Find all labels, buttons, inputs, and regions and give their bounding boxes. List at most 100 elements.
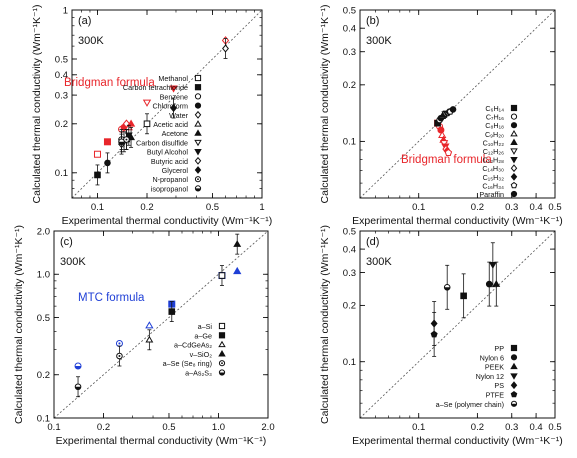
y-tick-label: 0.1 xyxy=(343,357,356,368)
y-axis-label: Calculated thermal conductivity (Wm⁻¹K⁻¹… xyxy=(13,225,25,424)
legend-marker xyxy=(194,74,202,82)
legend-marker xyxy=(510,391,518,398)
legend-label: a–Se (Se₈ ring) xyxy=(163,359,212,368)
legend-marker xyxy=(194,129,202,136)
plot-frame xyxy=(359,9,556,199)
legend-marker xyxy=(510,190,518,198)
x-tick-label: 0.5 xyxy=(548,422,561,433)
panel-c: 0.1 0.2 0.5 1.0 2.0 0.1 0.2 0.5 1.0 2.0 Experiment… xyxy=(13,225,275,447)
formula-point xyxy=(126,119,136,127)
legend-label: Acetic acid xyxy=(153,120,188,129)
legend-label: isopropanol xyxy=(151,184,189,193)
panel-label: (b) xyxy=(366,15,379,27)
data-point xyxy=(430,330,438,338)
y-tick-label: 0.5 xyxy=(37,313,50,324)
legend-label: Butyric acid xyxy=(151,157,188,166)
legend-marker xyxy=(194,139,202,147)
legend-marker xyxy=(510,148,518,155)
legend-label: PS xyxy=(494,381,504,390)
parity-line xyxy=(53,230,269,419)
data-point xyxy=(485,280,493,288)
y-axis-label: Calculated thermal conductivity (Wm⁻¹K⁻¹… xyxy=(319,225,331,424)
legend-marker xyxy=(510,373,518,380)
legend-marker xyxy=(194,102,202,109)
x-tick-label: 0.5 xyxy=(548,202,561,213)
y-tick-label: 1.0 xyxy=(37,270,50,281)
formula-point-half xyxy=(75,366,82,370)
y-tick-label: 0.4 xyxy=(55,70,68,81)
legend-marker xyxy=(510,157,518,164)
data-point xyxy=(449,106,457,113)
y-tick-label: 0.1 xyxy=(55,168,68,179)
y-tick-label: 1 xyxy=(63,5,68,16)
legend-marker xyxy=(218,332,226,339)
legend-label: PTFE xyxy=(486,391,505,400)
legend-label: C₁₅H₃₂ xyxy=(483,173,505,182)
legend-label: a–As₂S₃ xyxy=(185,369,212,378)
legend-label: C₁₃H₂₈ xyxy=(482,156,504,165)
legend-label: Chloroform xyxy=(152,102,188,111)
data-point xyxy=(143,120,151,128)
x-tick-label: 0.2 xyxy=(97,422,110,433)
legend-label: Paraffin xyxy=(479,190,504,199)
formula-point xyxy=(93,150,101,158)
formula-point xyxy=(437,126,445,134)
temperature-label: 300K xyxy=(366,35,392,47)
legend-marker xyxy=(194,149,202,156)
legend-marker-half xyxy=(219,372,225,376)
x-tick-label: 0.1 xyxy=(412,202,425,213)
legend-marker xyxy=(510,104,518,112)
data-point xyxy=(124,132,133,140)
legend-label: C₁₄H₃₀ xyxy=(482,164,504,173)
legend-marker xyxy=(194,120,202,127)
x-axis-label: Experimental thermal conductivity (Wm⁻¹K… xyxy=(352,215,563,227)
data-point xyxy=(168,308,176,315)
legend-marker xyxy=(510,381,518,390)
y-tick-label: 0.5 xyxy=(343,226,356,237)
legend-label: Acetone xyxy=(162,129,188,138)
x-tick-label: 0.5 xyxy=(162,422,175,433)
data-point xyxy=(104,159,111,167)
formula-annotation: MTC formula xyxy=(78,292,145,304)
x-tick-label: 1 xyxy=(259,202,264,213)
y-tick-label: 0.1 xyxy=(343,137,356,148)
plot-frame xyxy=(53,230,269,419)
data-point-half xyxy=(444,287,450,291)
legend-marker xyxy=(510,113,518,120)
y-tick-label: 0.1 xyxy=(37,413,50,424)
panel-d: 0.1 0.2 0.3 0.4 0.5 0.1 0.2 0.3 0.4 0.5 Experiment… xyxy=(319,225,563,447)
y-tick-label: 0.5 xyxy=(343,5,356,16)
legend-label: a–Si xyxy=(198,322,213,331)
x-tick-label: 0.4 xyxy=(529,202,542,213)
formula-point xyxy=(145,321,154,329)
y-axis-label: Calculated thermal conductivity (Wm⁻¹K⁻¹… xyxy=(31,5,43,204)
legend-marker xyxy=(510,164,518,173)
legend-marker xyxy=(194,110,202,119)
panel-label: (d) xyxy=(366,236,379,248)
data-point xyxy=(222,44,229,53)
legend-label: C₆H₁₄ xyxy=(485,104,504,113)
legend-label: N-propanol xyxy=(152,175,188,184)
legend-label: Nylon 12 xyxy=(476,372,504,381)
y-tick-label: 2.0 xyxy=(37,226,50,237)
y-tick-label: 0.4 xyxy=(343,244,356,255)
legend-marker-dot xyxy=(197,178,199,181)
legend-marker xyxy=(194,156,202,165)
data-point xyxy=(460,292,467,300)
data-point xyxy=(218,272,226,279)
legend-marker-half xyxy=(511,403,517,407)
legend-label: C₇H₁₆ xyxy=(486,113,504,122)
formula-point xyxy=(142,99,152,107)
x-tick-label: 2.0 xyxy=(261,422,274,433)
legend-label: v–SiO₂ xyxy=(190,350,213,359)
legend-label: Carbon disulfide xyxy=(136,138,188,147)
x-tick-label: 0.2 xyxy=(471,202,484,213)
y-tick-label: 0.3 xyxy=(55,90,68,101)
formula-point xyxy=(103,138,111,146)
legend-marker-half xyxy=(195,188,201,191)
legend-label: C₁₆H₃₄ xyxy=(482,181,504,190)
legend-marker xyxy=(218,322,226,330)
x-tick-label: 0.1 xyxy=(91,202,104,213)
